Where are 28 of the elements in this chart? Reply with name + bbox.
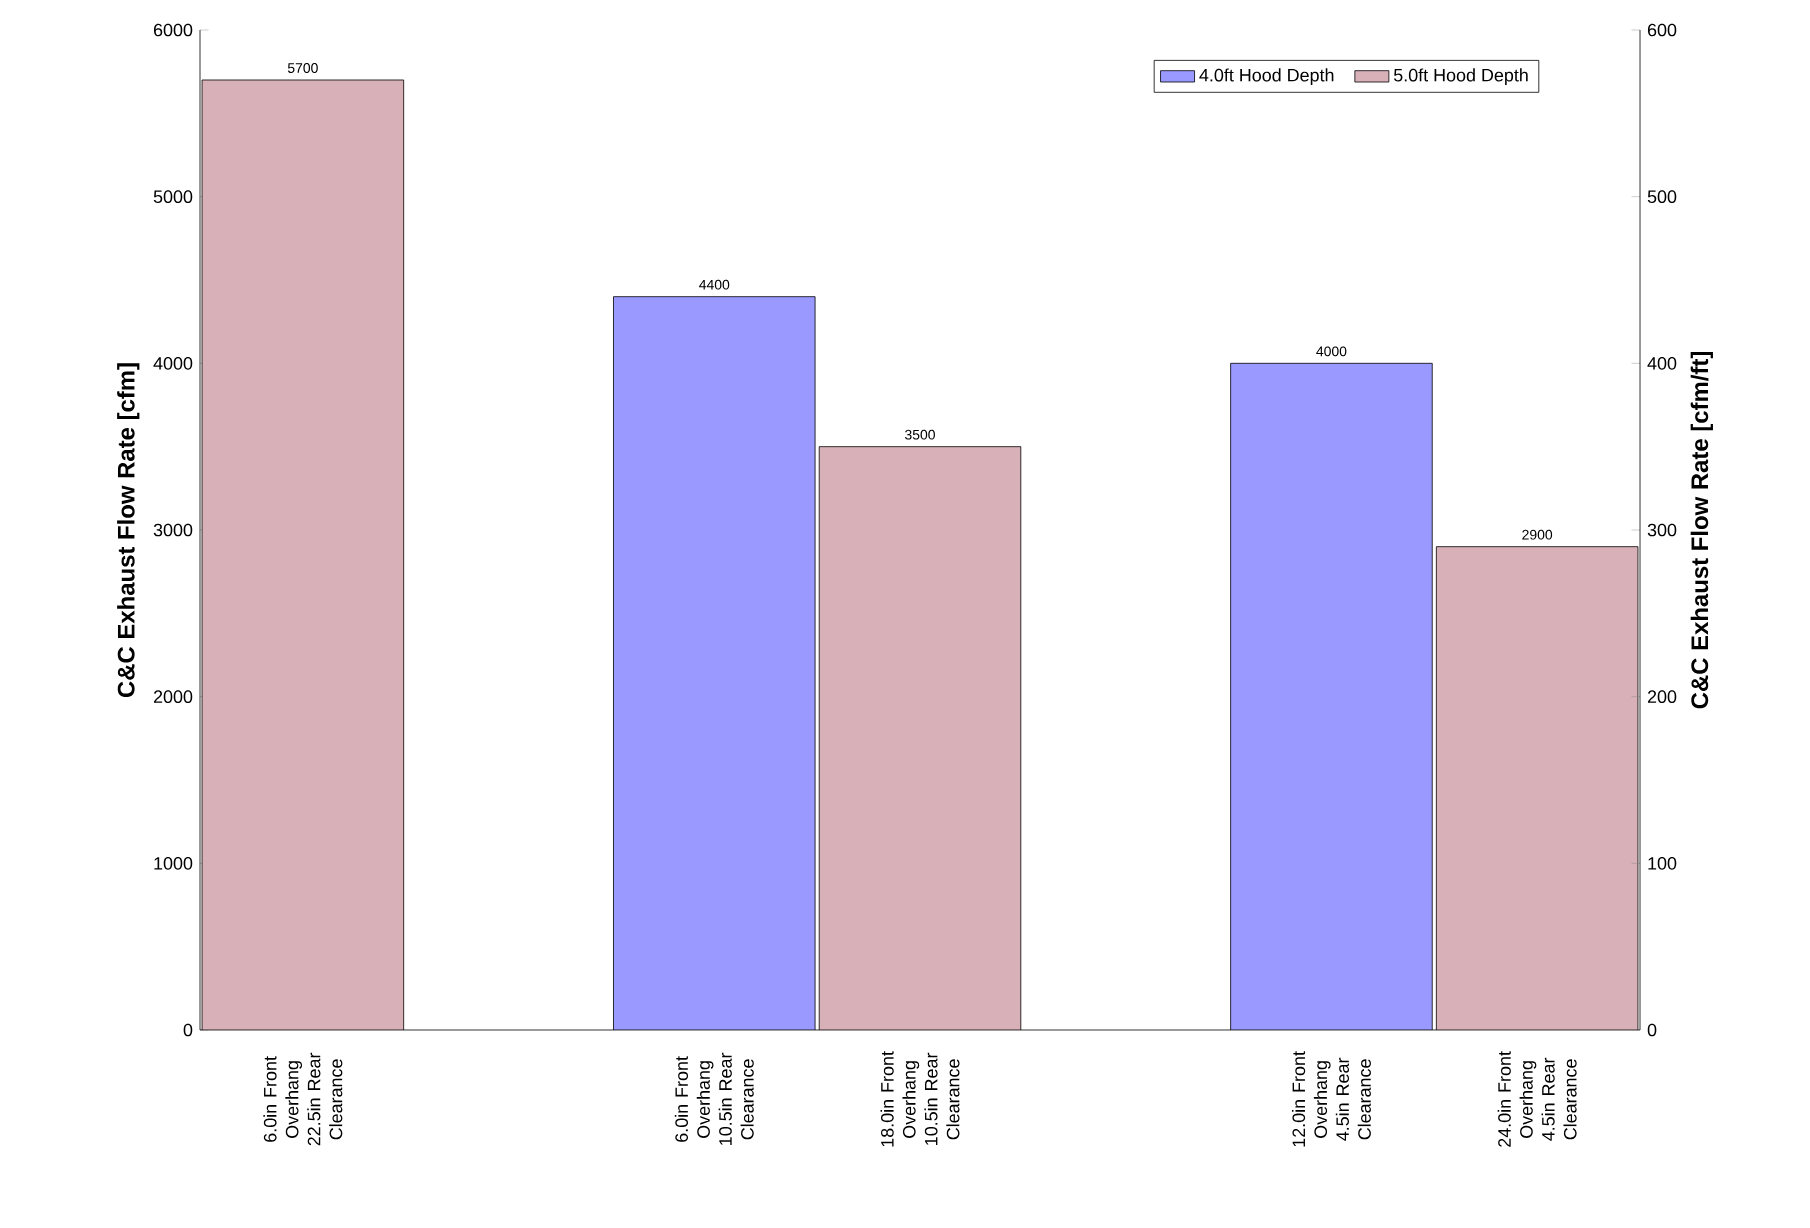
y-tick-label: 5000 bbox=[153, 190, 193, 204]
bar bbox=[202, 79, 404, 1030]
y-tick-label: 2000 bbox=[153, 690, 193, 704]
y2-tick-label: 400 bbox=[1647, 356, 1677, 370]
bar bbox=[613, 296, 816, 1030]
y-tick-label: 0 bbox=[183, 1023, 193, 1037]
y-tick-label: 3000 bbox=[153, 523, 193, 537]
y-tick-label: 4000 bbox=[153, 356, 193, 370]
x-tick-label: 6.0in Front Overhang 10.5in Rear Clearance bbox=[674, 1052, 754, 1145]
y2-tick-label: 200 bbox=[1647, 690, 1677, 704]
legend-label: 4.0ft Hood Depth bbox=[1199, 68, 1334, 86]
y-tick-label: 6000 bbox=[153, 23, 193, 37]
y2-tick-label: 600 bbox=[1647, 23, 1677, 37]
y2-tick-label: 300 bbox=[1647, 523, 1677, 537]
y2-tick-label: 100 bbox=[1648, 856, 1677, 870]
y2-tick-label: 500 bbox=[1647, 190, 1677, 204]
legend-label: 5.0ft Hood Depth bbox=[1393, 68, 1528, 86]
bar bbox=[1435, 546, 1639, 1030]
bar bbox=[1230, 362, 1433, 1030]
y-tick-label: 1000 bbox=[154, 856, 193, 870]
y-axis-title: C&C Exhaust Flow Rate [cfm] bbox=[117, 363, 140, 698]
x-tick-label: 18.0in Front Overhang 10.5in Rear Clearance bbox=[880, 1051, 960, 1147]
x-tick-label: 6.0in Front Overhang 22.5in Rear Clearance bbox=[263, 1052, 343, 1146]
y2-axis-title: C&C Exhaust Flow Rate [cfm/ft] bbox=[1690, 352, 1713, 709]
x-tick-label: 24.0in Front Overhang 4.5in Rear Clearance bbox=[1497, 1051, 1577, 1147]
y2-tick-label: 0 bbox=[1647, 1023, 1657, 1037]
bar bbox=[819, 446, 1021, 1030]
x-tick-label: 12.0in Front Overhang 4.5in Rear Clearance bbox=[1291, 1051, 1371, 1147]
